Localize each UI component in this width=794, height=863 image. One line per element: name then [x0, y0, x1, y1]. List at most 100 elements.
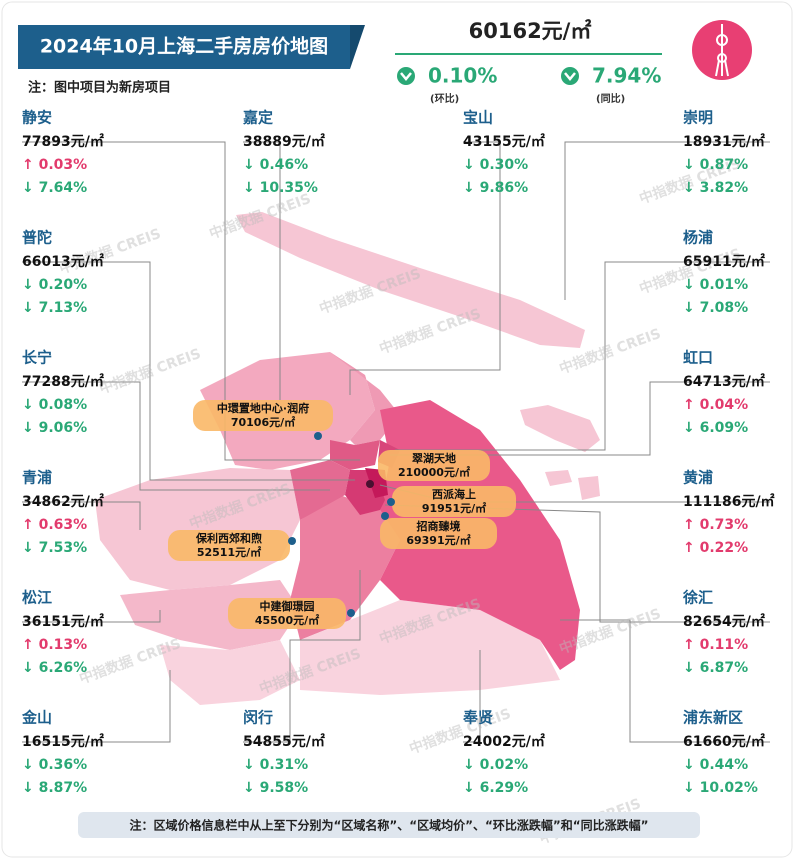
district-yoy: ↓ 9.86% [463, 180, 528, 196]
project-box [168, 530, 290, 561]
district-price: 82654元/㎡ [683, 613, 765, 630]
chongming [236, 212, 585, 348]
district-price: 77893元/㎡ [22, 133, 104, 150]
down-icon [561, 67, 579, 85]
district-name: 杨浦 [683, 229, 713, 247]
district-name: 嘉定 [242, 109, 273, 127]
leader-line [22, 381, 330, 491]
district-name: 浦东新区 [683, 709, 743, 727]
district-name: 虹口 [683, 349, 713, 367]
project-marker [381, 512, 389, 520]
district-yoy: ↓ 3.82% [683, 180, 748, 196]
leader-line [22, 670, 171, 743]
district-mom: ↓ 0.20% [22, 277, 87, 293]
district-mom: ↓ 0.44% [683, 757, 748, 773]
overall-yoy: 7.94% [592, 64, 661, 88]
district-yoy: ↓ 7.08% [683, 300, 748, 316]
project-marker [387, 498, 395, 506]
district-mom: ↑ 0.63% [22, 517, 87, 533]
district-mom: ↑ 0.11% [683, 637, 748, 653]
district-price: 65911元/㎡ [683, 253, 765, 270]
district-name: 徐汇 [682, 589, 713, 607]
district-yoy: ↓ 10.35% [243, 180, 318, 196]
leader-line [560, 619, 770, 743]
project-box [380, 518, 497, 549]
leader-line [564, 141, 770, 300]
title-banner [18, 25, 350, 69]
district-name: 普陀 [22, 229, 52, 247]
district-mom: ↑ 0.73% [683, 517, 748, 533]
footnote-box [78, 812, 700, 838]
district-yoy: ↓ 9.58% [243, 780, 308, 796]
district-mom: ↑ 0.03% [22, 157, 87, 173]
district-yoy: ↓ 10.02% [683, 780, 758, 796]
district-price: 24002元/㎡ [463, 733, 545, 750]
district-name: 奉贤 [462, 709, 493, 727]
project-marker [347, 609, 355, 617]
district-mom: ↓ 0.30% [463, 157, 528, 173]
project-price: 45500元/㎡ [255, 613, 319, 627]
district-yoy: ↓ 9.06% [22, 420, 87, 436]
project-marker [314, 432, 322, 440]
project-marker [288, 537, 296, 545]
island [520, 405, 600, 452]
overall-mom: 0.10% [428, 64, 497, 88]
district-name: 崇明 [683, 109, 713, 127]
district-name: 松江 [22, 589, 52, 607]
overall-price: 60162元/㎡ [469, 19, 592, 43]
district-price: 18931元/㎡ [683, 133, 765, 150]
project-marker [366, 480, 374, 488]
district-price: 61660元/㎡ [683, 733, 765, 750]
district-yoy: ↓ 7.13% [22, 300, 87, 316]
islets [545, 470, 600, 500]
footnote: 注：区域价格信息栏中从上至下分别为“区域名称”、“区域均价”、“环比涨跌幅”和“… [129, 818, 648, 833]
banner-tab [350, 25, 365, 69]
putuo [330, 440, 380, 470]
district-price: 38889元/㎡ [243, 133, 325, 150]
district-yoy: ↓ 7.53% [22, 540, 87, 556]
project-price: 69391元/㎡ [406, 533, 470, 547]
project-name: 招商臻境 [417, 519, 461, 533]
leader-line [390, 381, 770, 456]
district-price: 77288元/㎡ [22, 373, 104, 390]
project-price: 70106元/㎡ [231, 415, 295, 429]
district-price: 43155元/㎡ [463, 133, 545, 150]
district-mom: ↓ 0.08% [22, 397, 87, 413]
district-price: 66013元/㎡ [22, 253, 104, 270]
down-icon-arrow [564, 72, 576, 81]
leader-line [395, 261, 770, 451]
songjiang [120, 580, 300, 650]
district-yoy: ↓ 6.29% [463, 780, 528, 796]
jinshan [160, 640, 300, 705]
district-name: 静安 [22, 109, 52, 127]
overall-yoy-label: (同比) [596, 92, 625, 105]
district-name: 青浦 [22, 469, 52, 487]
district-price: 36151元/㎡ [22, 613, 104, 630]
district-name: 长宁 [22, 349, 52, 367]
project-box [193, 400, 333, 431]
district-name: 黄浦 [683, 469, 713, 487]
project-price: 52511元/㎡ [197, 545, 261, 559]
district-price: 54855元/㎡ [243, 733, 325, 750]
district-mom: ↓ 0.31% [243, 757, 308, 773]
project-price: 91951元/㎡ [422, 501, 486, 515]
district-name: 宝山 [463, 109, 493, 127]
district-name: 闵行 [243, 709, 273, 727]
project-name: 中環置地中心·润府 [217, 401, 309, 415]
leader-line [349, 141, 501, 395]
district-price: 64713元/㎡ [683, 373, 765, 390]
district-yoy: ↓ 8.87% [22, 780, 87, 796]
district-mom: ↓ 0.36% [22, 757, 87, 773]
project-name: 保利西郊和煦 [195, 531, 262, 545]
project-name: 中建御璟园 [260, 599, 315, 613]
district-mom: ↓ 0.01% [683, 277, 748, 293]
district-mom: ↓ 0.87% [683, 157, 748, 173]
leader-line [22, 141, 360, 461]
district-mom: ↓ 0.46% [243, 157, 308, 173]
leader-line [243, 141, 281, 400]
title: 2024年10月上海二手房房价地图 [40, 35, 328, 58]
overall-mom-label: (环比) [430, 92, 459, 105]
leader-line [243, 570, 361, 743]
tower-glyph [715, 24, 729, 77]
down-icon-arrow [400, 72, 412, 81]
